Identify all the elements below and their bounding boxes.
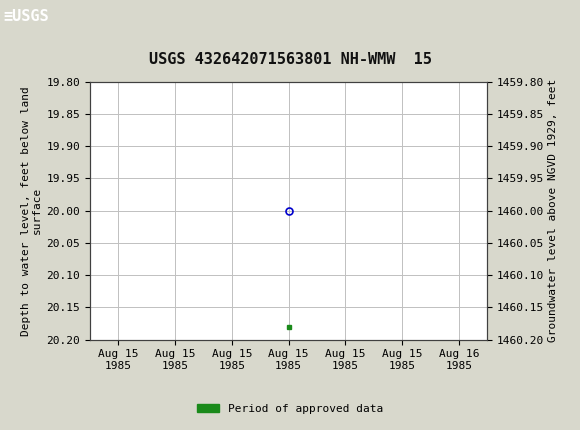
Text: ≡USGS: ≡USGS — [3, 9, 49, 24]
Text: USGS 432642071563801 NH-WMW  15: USGS 432642071563801 NH-WMW 15 — [148, 52, 432, 67]
Y-axis label: Depth to water level, feet below land
surface: Depth to water level, feet below land su… — [21, 86, 42, 335]
Y-axis label: Groundwater level above NGVD 1929, feet: Groundwater level above NGVD 1929, feet — [548, 79, 559, 342]
Legend: Period of approved data: Period of approved data — [193, 399, 387, 418]
